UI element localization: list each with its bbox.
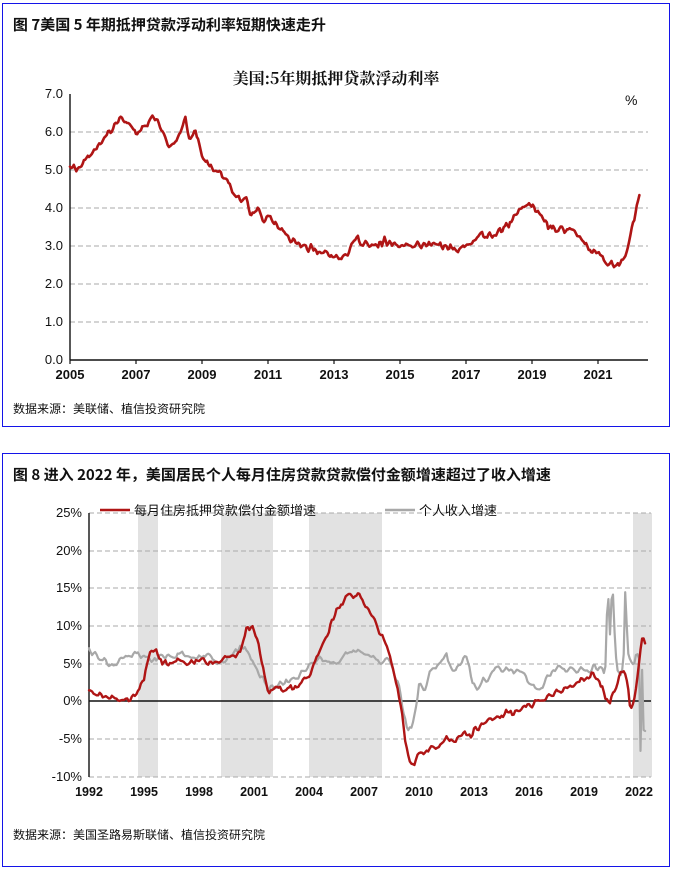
svg-text:2007: 2007 bbox=[122, 367, 151, 382]
svg-text:2013: 2013 bbox=[460, 785, 488, 799]
svg-text:1998: 1998 bbox=[185, 785, 213, 799]
svg-text:1995: 1995 bbox=[130, 785, 158, 799]
svg-text:每月住房抵押贷款偿付金额增速: 每月住房抵押贷款偿付金额增速 bbox=[134, 500, 316, 519]
svg-text:2019: 2019 bbox=[518, 367, 547, 382]
svg-text:2.0: 2.0 bbox=[45, 276, 63, 291]
svg-text:2001: 2001 bbox=[240, 785, 268, 799]
svg-text:20%: 20% bbox=[56, 543, 82, 558]
svg-text:1.0: 1.0 bbox=[45, 314, 63, 329]
svg-text:5%: 5% bbox=[63, 656, 82, 671]
svg-text:-5%: -5% bbox=[59, 731, 83, 746]
svg-text:2022: 2022 bbox=[625, 785, 653, 799]
svg-text:2007: 2007 bbox=[350, 785, 378, 799]
svg-text:2017: 2017 bbox=[452, 367, 481, 382]
svg-text:2016: 2016 bbox=[515, 785, 543, 799]
svg-text:3.0: 3.0 bbox=[45, 238, 63, 253]
svg-text:2011: 2011 bbox=[254, 367, 282, 382]
svg-text:%: % bbox=[625, 92, 637, 108]
svg-text:2021: 2021 bbox=[584, 367, 613, 382]
svg-text:0.0: 0.0 bbox=[45, 352, 63, 367]
svg-text:0%: 0% bbox=[63, 693, 82, 708]
svg-text:个人收入增速: 个人收入增速 bbox=[419, 500, 497, 519]
svg-text:2010: 2010 bbox=[405, 785, 433, 799]
svg-text:10%: 10% bbox=[56, 618, 82, 633]
svg-text:2005: 2005 bbox=[56, 367, 85, 382]
svg-text:2015: 2015 bbox=[386, 367, 415, 382]
svg-text:2004: 2004 bbox=[295, 785, 323, 799]
svg-text:-10%: -10% bbox=[52, 769, 83, 784]
svg-text:4.0: 4.0 bbox=[45, 200, 63, 215]
svg-text:25%: 25% bbox=[56, 505, 82, 520]
svg-text:2013: 2013 bbox=[320, 367, 349, 382]
svg-text:6.0: 6.0 bbox=[45, 124, 63, 139]
svg-text:1992: 1992 bbox=[75, 785, 103, 799]
svg-text:2019: 2019 bbox=[570, 785, 598, 799]
svg-text:2009: 2009 bbox=[188, 367, 217, 382]
svg-text:7.0: 7.0 bbox=[45, 86, 63, 101]
svg-text:15%: 15% bbox=[56, 580, 82, 595]
svg-text:5.0: 5.0 bbox=[45, 162, 63, 177]
